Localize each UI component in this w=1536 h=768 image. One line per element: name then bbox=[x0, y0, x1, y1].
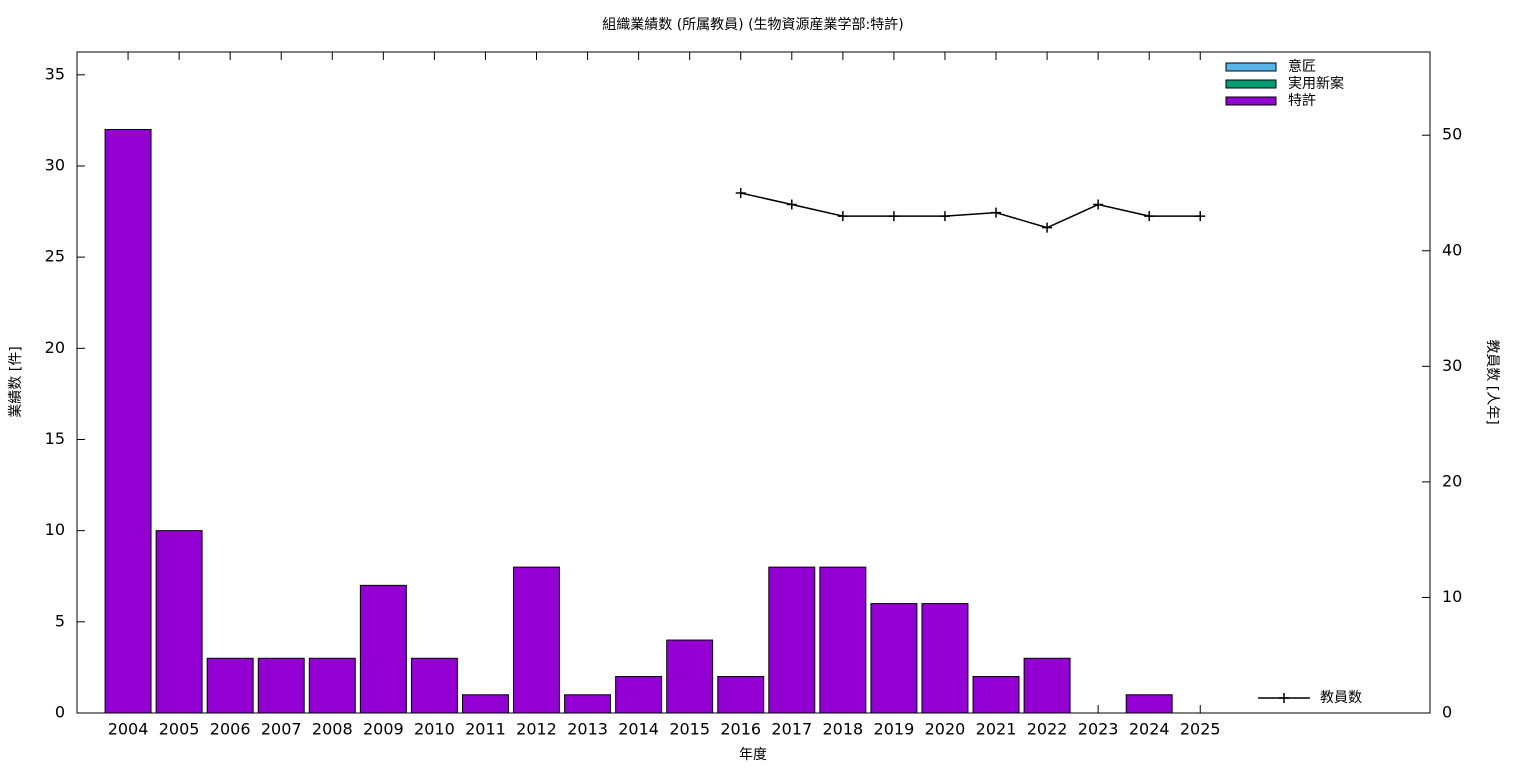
bar bbox=[870, 603, 918, 714]
x-tick-label: 2014 bbox=[618, 720, 659, 739]
x-tick-label: 2009 bbox=[363, 720, 404, 739]
bar bbox=[564, 694, 612, 714]
y-tick-label: 30 bbox=[45, 155, 65, 174]
x-tick-label: 2006 bbox=[210, 720, 251, 739]
x-tick-label: 2023 bbox=[1078, 720, 1119, 739]
legend-label: 実用新案 bbox=[1288, 75, 1344, 92]
bar bbox=[155, 530, 203, 714]
y2-tick-label: 30 bbox=[1442, 356, 1462, 375]
bar bbox=[921, 603, 969, 714]
y2-axis-title: 教員数 [人年] bbox=[1484, 339, 1500, 424]
bar bbox=[513, 566, 560, 714]
x-tick-label: 2024 bbox=[1129, 720, 1170, 739]
y-axis-title: 業績数 [件] bbox=[8, 346, 24, 417]
chart-title: 組織業績数 (所属教員) (生物資源産業学部:特許) bbox=[602, 17, 903, 33]
x-tick-label: 2015 bbox=[669, 720, 710, 739]
y2-tick-label: 40 bbox=[1442, 240, 1462, 259]
legend-swatch bbox=[1225, 62, 1277, 72]
x-tick-label: 2021 bbox=[976, 720, 1017, 739]
bar bbox=[308, 657, 356, 714]
x-tick-label: 2019 bbox=[874, 720, 915, 739]
bar bbox=[819, 566, 867, 714]
bar bbox=[461, 694, 509, 714]
y-tick-label: 5 bbox=[55, 611, 65, 630]
x-tick-label: 2017 bbox=[771, 720, 812, 739]
bar bbox=[1125, 694, 1173, 714]
x-tick-label: 2011 bbox=[465, 720, 506, 739]
x-tick-label: 2010 bbox=[414, 720, 455, 739]
bar bbox=[972, 676, 1020, 714]
x-tick-label: 2016 bbox=[720, 720, 761, 739]
x-tick-label: 2025 bbox=[1180, 720, 1221, 739]
x-tick-label: 2008 bbox=[312, 720, 353, 739]
y-tick-label: 15 bbox=[45, 429, 65, 448]
legend-swatch bbox=[1225, 96, 1277, 106]
x-tick-label: 2018 bbox=[822, 720, 863, 739]
y-tick-label: 0 bbox=[55, 703, 65, 722]
x-axis-title: 年度 bbox=[739, 747, 767, 763]
y2-tick-label: 20 bbox=[1442, 471, 1462, 490]
x-tick-label: 2007 bbox=[261, 720, 302, 739]
y-tick-label: 35 bbox=[45, 64, 65, 83]
x-tick-label: 2022 bbox=[1027, 720, 1068, 739]
legend-point bbox=[1279, 693, 1289, 703]
bar bbox=[1023, 657, 1071, 714]
y2-tick-label: 50 bbox=[1442, 125, 1462, 144]
x-tick-label: 2012 bbox=[516, 720, 557, 739]
bar bbox=[104, 128, 152, 714]
bar bbox=[717, 676, 765, 714]
y-tick-label: 20 bbox=[45, 338, 65, 357]
x-tick-label: 2004 bbox=[108, 720, 149, 739]
legend-label: 意匠 bbox=[1288, 58, 1316, 75]
bar bbox=[359, 584, 407, 714]
bar bbox=[666, 639, 714, 714]
legend-label: 教員数 bbox=[1320, 690, 1362, 706]
bar bbox=[768, 566, 816, 714]
y2-tick-label: 10 bbox=[1442, 587, 1462, 606]
bar bbox=[410, 657, 458, 714]
bar bbox=[206, 657, 254, 714]
y2-tick-label: 0 bbox=[1442, 703, 1452, 722]
x-tick-label: 2013 bbox=[567, 720, 608, 739]
bar bbox=[615, 676, 663, 714]
legend-swatch bbox=[1225, 79, 1277, 89]
legend-label: 特許 bbox=[1288, 93, 1316, 109]
y-tick-label: 25 bbox=[45, 247, 65, 266]
y-tick-label: 10 bbox=[45, 520, 65, 539]
x-tick-label: 2005 bbox=[159, 720, 200, 739]
line bbox=[740, 192, 1201, 229]
bar bbox=[257, 657, 305, 714]
x-tick-label: 2020 bbox=[925, 720, 966, 739]
plot-frame bbox=[76, 51, 1431, 714]
